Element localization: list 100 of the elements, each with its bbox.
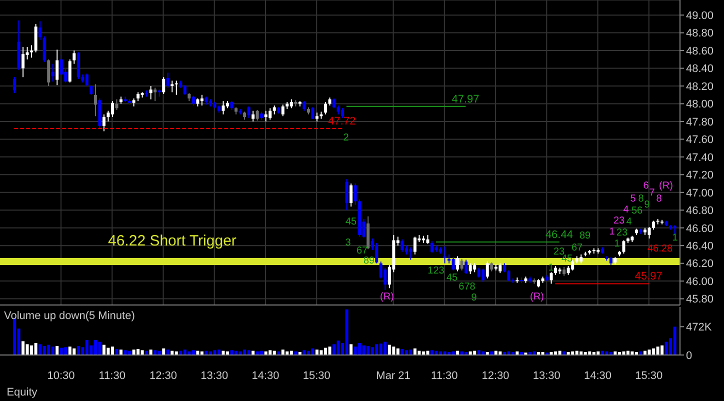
bar [320,350,323,355]
bar [64,347,68,355]
y-tick-label: 0 [686,350,692,362]
candlestick [456,256,460,272]
bar [328,346,332,355]
bar [26,344,29,355]
y-tick-label: 48.20 [686,80,714,93]
bar [85,340,88,355]
candlestick [72,50,76,64]
bar [366,346,370,355]
x-tick-label: 10:30 [47,370,75,382]
bar [154,350,157,355]
candlestick [76,52,80,80]
y-tick-label: 47.00 [686,187,714,200]
x-tick-label: 13:30 [200,370,228,382]
candlestick [264,110,268,122]
candlestick [192,95,195,106]
y-tick-label: 47.40 [686,152,714,164]
bar [396,348,400,355]
data-label: 45.97 [634,270,662,283]
candlestick [550,272,553,284]
bar [370,347,374,355]
candlestick [110,100,114,118]
data-label: 47.97 [452,93,480,106]
candlestick [350,183,353,208]
y-tick-label: 48.40 [686,63,714,76]
bar [136,349,140,355]
candlestick [332,98,336,109]
bar [660,345,664,355]
bar [38,344,42,355]
candlestick [460,258,464,271]
candlestick [47,58,50,87]
candlestick [252,110,255,122]
x-tick-label: 12:30 [482,370,510,382]
y-tick-label: 48.60 [686,45,714,58]
candlestick [622,240,626,254]
bar [673,326,676,355]
bar [345,309,348,355]
bar [72,348,76,355]
y-tick-label: 48.00 [686,98,714,111]
candlestick [85,73,88,87]
candlestick [34,23,38,53]
candlestick [341,108,344,118]
candlestick [464,259,468,274]
candlestick [571,259,574,271]
candlestick [375,242,378,264]
bar [94,340,97,355]
text: Equity [6,386,38,398]
bar [106,348,110,355]
bar [213,350,216,355]
annotation: 5 [630,194,636,204]
candlestick [413,236,416,255]
annotation: (R) [659,180,673,192]
y-tick-label: 48.80 [686,28,714,40]
bar [76,346,80,355]
annotation: 9 [644,200,650,210]
bar [60,348,63,355]
y-tick-label: 472K [686,322,712,334]
bar [388,344,391,355]
x-tick-label: Mar 21 [376,370,410,382]
annotation: 56 [631,206,643,216]
bar [354,346,357,355]
bar [42,346,46,355]
candlestick [183,84,186,96]
candlestick [154,87,157,102]
annotation: 3 [345,238,351,248]
bar [243,350,246,355]
bar [315,350,318,355]
bar [162,348,166,355]
bar [268,350,272,355]
candlestick [162,76,166,94]
y-tick-label: 46.40 [686,240,714,252]
bar [384,342,387,355]
candlestick [56,49,59,86]
candlestick [452,256,455,271]
y-tick-label: 46.60 [686,222,714,235]
bar [302,350,306,355]
x-tick-label: 14:30 [584,370,612,382]
candlestick [94,84,97,117]
bar [140,350,144,355]
candlestick [90,84,93,96]
annotation: 9 [471,292,477,304]
bar [413,348,416,355]
bar [664,342,668,355]
y-tick-label: 46.00 [686,276,714,288]
candlestick [174,80,178,96]
bar [656,346,660,355]
data-label: 46.44 [545,229,573,242]
y-tick-label: 47.20 [686,170,714,182]
annotation: 23 [553,246,565,258]
annotation: 1 [614,238,620,250]
x-tick-label: 13:30 [532,370,560,382]
annotation: 1 [609,226,615,238]
bar [13,318,16,355]
candlestick [149,86,152,100]
bar [648,350,651,355]
bar [183,350,186,355]
x-tick-label: 15:30 [635,370,663,382]
annotation: 23 [616,228,628,238]
y-tick-label: 46.20 [686,258,714,270]
